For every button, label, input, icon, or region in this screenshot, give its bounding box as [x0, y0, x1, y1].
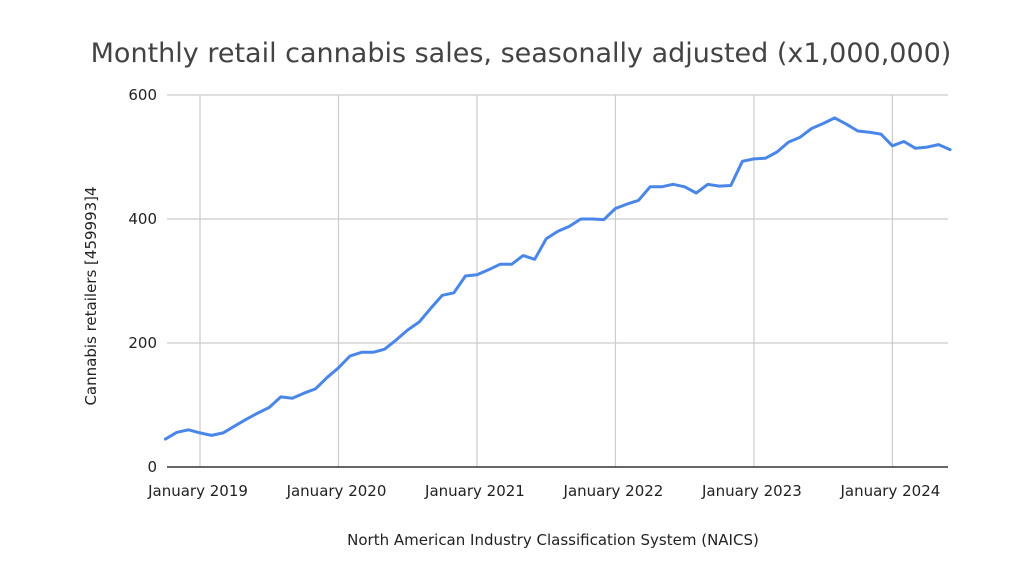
x-gridlines [199, 95, 894, 467]
y-tick-label: 400 [128, 210, 157, 228]
y-tick-labels: 0 200 400 600 [128, 86, 157, 476]
x-tick-label: January 2020 [286, 482, 387, 500]
x-tick-label: January 2019 [147, 482, 248, 500]
y-axis-label: Cannabis retailers [459993]4 [82, 186, 100, 405]
y-gridlines [167, 94, 948, 344]
chart-title: Monthly retail cannabis sales, seasonall… [91, 38, 952, 69]
y-tick-label: 0 [147, 458, 157, 476]
series-line [163, 116, 952, 441]
x-tick-label: January 2023 [701, 482, 802, 500]
y-tick-label: 600 [128, 86, 157, 104]
x-tick-label: January 2022 [563, 482, 664, 500]
x-axis-label: North American Industry Classification S… [347, 531, 759, 549]
x-tick-labels: January 2019 January 2020 January 2021 Janu… [147, 482, 940, 500]
x-tick-label: January 2024 [839, 482, 940, 500]
y-tick-label: 200 [128, 334, 157, 352]
series-group [163, 116, 952, 441]
x-tick-label: January 2021 [424, 482, 525, 500]
